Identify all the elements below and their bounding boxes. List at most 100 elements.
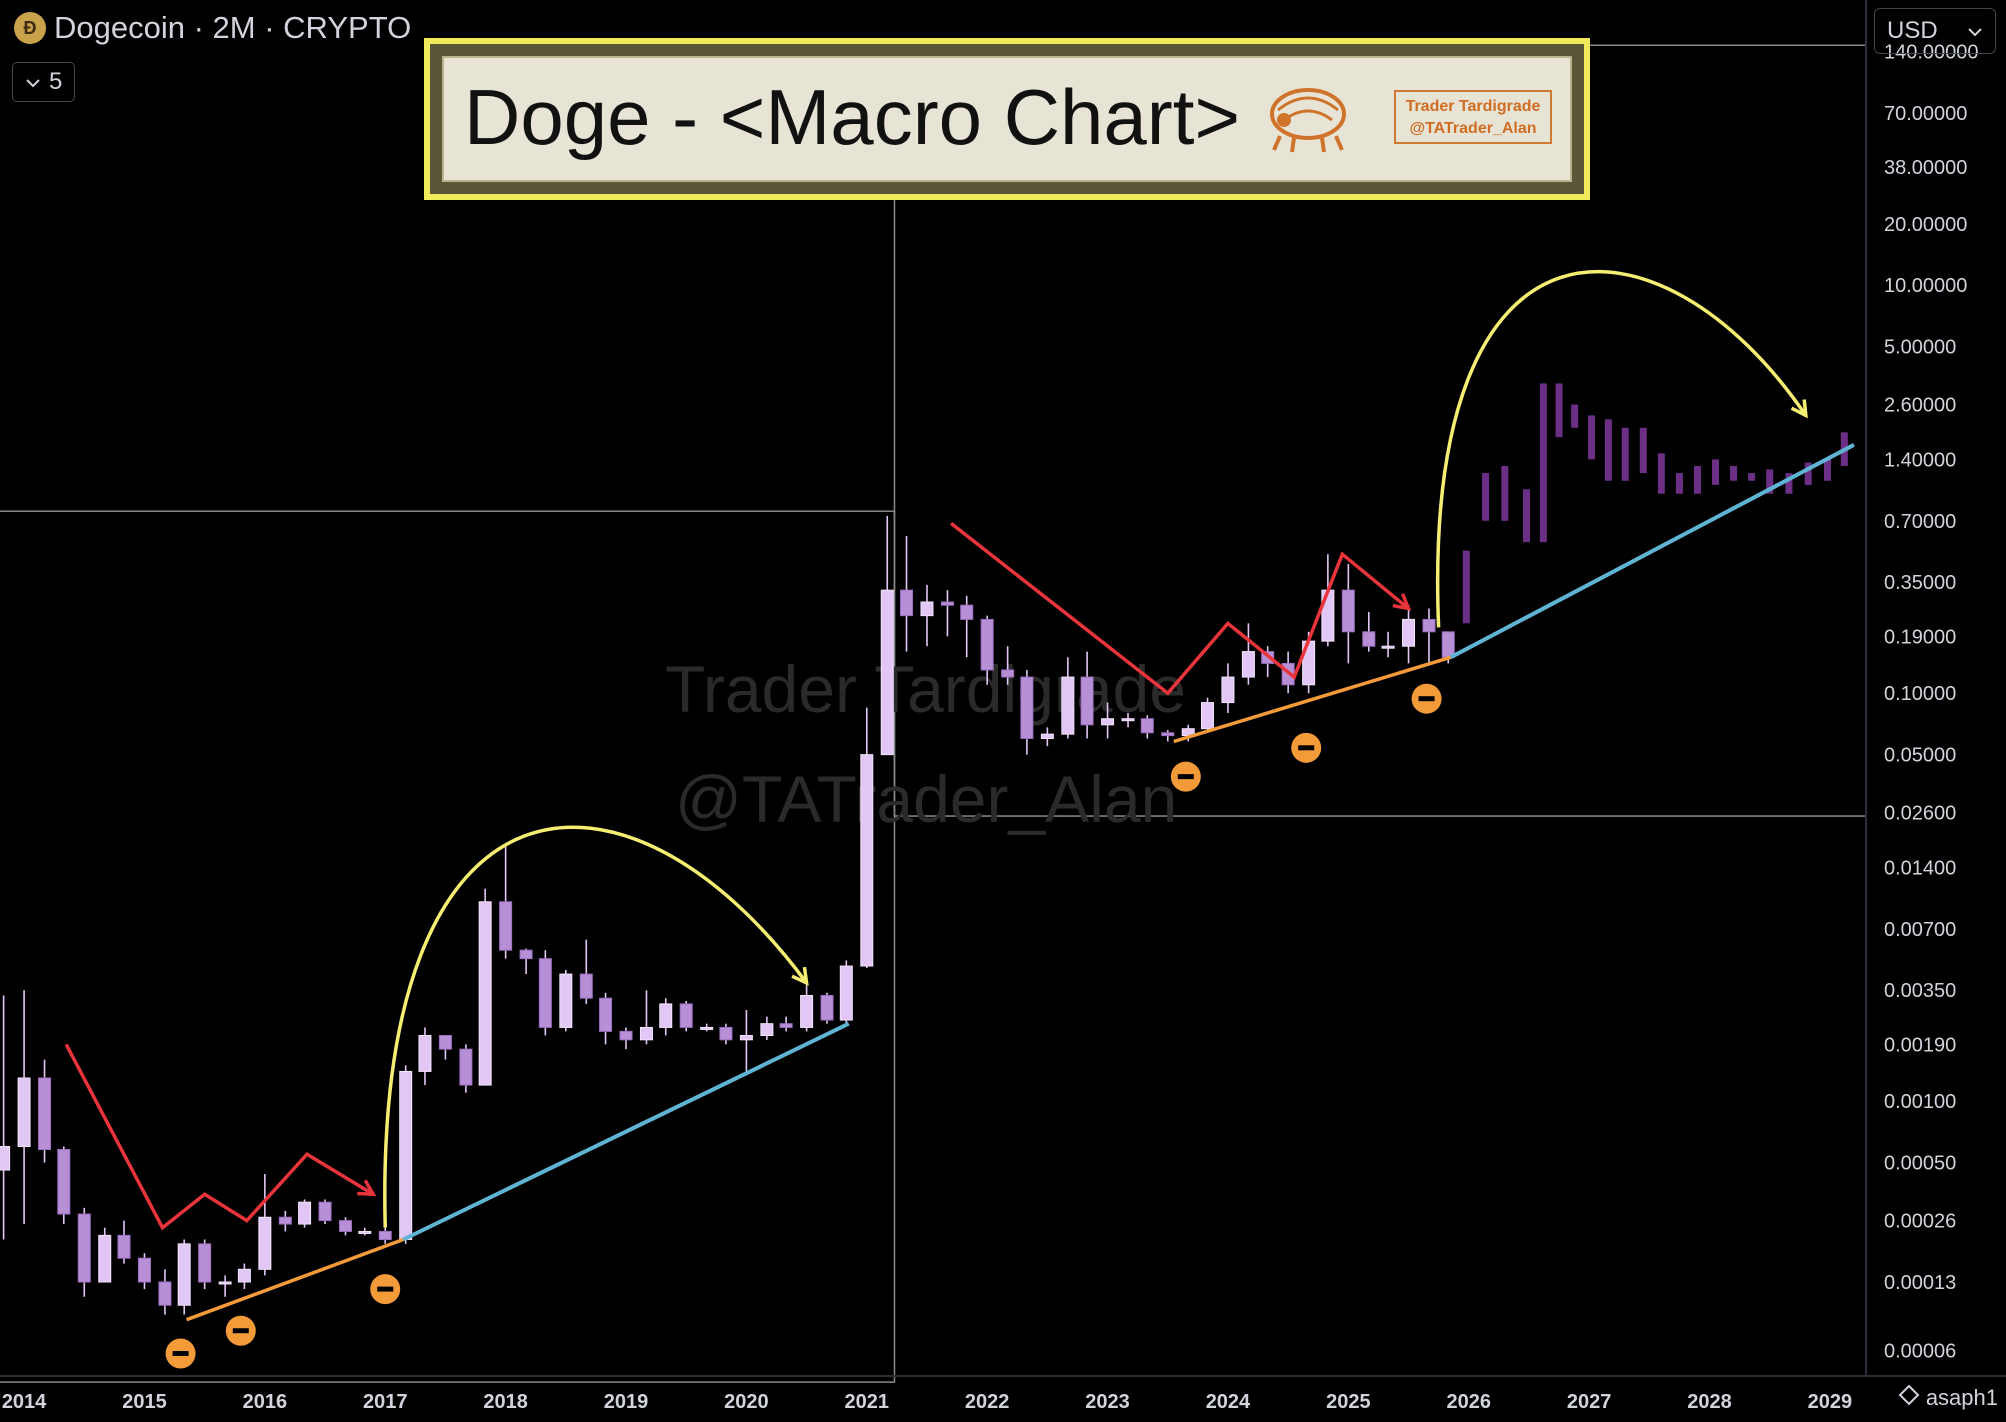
projection-bar: [1555, 383, 1563, 438]
marker-bar: [1418, 696, 1435, 702]
candle-body: [700, 1026, 714, 1030]
candle: [599, 992, 613, 1045]
badge-line1: Trader Tardigrade: [1405, 98, 1541, 115]
projection-bar: [1730, 465, 1738, 481]
indicators-toggle-button[interactable]: 5: [12, 62, 76, 102]
candle: [499, 845, 513, 959]
candle: [358, 1227, 372, 1236]
y-tick-label: 2.60000: [1884, 395, 1956, 417]
candle-body: [1341, 589, 1355, 633]
x-tick-label: 2027: [1567, 1391, 1612, 1413]
symbol-header[interactable]: Ð Dogecoin · 2M · CRYPTO: [14, 10, 411, 46]
currency-select[interactable]: USD: [1874, 8, 1996, 54]
trend-line-2: [1449, 443, 1855, 660]
y-tick-label: 0.02600: [1884, 803, 1956, 825]
y-tick-label: 0.35000: [1884, 572, 1956, 594]
arc-annotations: [383, 269, 1808, 1228]
candle-body: [779, 1023, 793, 1028]
candle-body: [38, 1077, 52, 1151]
candle-body: [1020, 676, 1034, 739]
currency-label: USD: [1887, 17, 1938, 44]
candle-body: [98, 1234, 112, 1283]
candle: [418, 1027, 432, 1086]
y-tick-label: 0.10000: [1884, 683, 1956, 705]
candle: [900, 535, 914, 652]
x-tick-label: 2024: [1206, 1391, 1251, 1413]
share-icon: [1898, 1384, 1920, 1412]
minus-marker-icon: [1411, 683, 1442, 714]
cycle-arc-1: [383, 825, 809, 1228]
candles: [0, 515, 1455, 1315]
candle: [158, 1269, 172, 1315]
candle: [760, 1016, 774, 1040]
projection-bar: [1571, 404, 1579, 428]
projection-bars: [1462, 383, 1848, 624]
candle-body: [459, 1048, 473, 1086]
candle-body: [1001, 669, 1015, 678]
x-tick-label: 2020: [724, 1391, 769, 1413]
candle: [57, 1146, 71, 1225]
banner-title: Doge - <Macro Chart>: [464, 73, 1241, 161]
candle: [17, 990, 31, 1225]
projection-bar: [1657, 453, 1665, 494]
candle: [98, 1227, 112, 1283]
candle: [318, 1199, 332, 1225]
candle-body: [538, 958, 552, 1028]
candle: [137, 1253, 151, 1290]
candle-body: [57, 1149, 71, 1215]
candle: [960, 595, 974, 658]
candle: [579, 939, 593, 1004]
marker-bar: [1177, 774, 1194, 780]
candle: [1020, 669, 1034, 755]
y-tick-label: 10.00000: [1884, 275, 1967, 297]
x-tick-label: 2022: [965, 1391, 1010, 1413]
candle: [1402, 605, 1416, 664]
candle: [639, 990, 653, 1045]
candle: [278, 1210, 292, 1232]
candle-body: [318, 1201, 332, 1222]
x-tick-label: 2018: [483, 1391, 528, 1413]
candle: [298, 1199, 312, 1228]
downtrend-line-1: [64, 1043, 375, 1231]
candle: [1040, 727, 1054, 747]
annotation-lines: [64, 399, 1855, 1322]
candle-body: [1381, 645, 1395, 649]
x-tick-label: 2028: [1687, 1391, 1732, 1413]
candle-body: [820, 994, 834, 1021]
candle-body: [1080, 676, 1094, 726]
candle: [839, 960, 853, 1024]
projection-bar: [1604, 419, 1612, 481]
y-tick-label: 0.00013: [1884, 1272, 1956, 1294]
candle-body: [719, 1026, 733, 1041]
candle: [198, 1239, 212, 1290]
x-tick-label: 2021: [845, 1391, 890, 1413]
candle-body: [1441, 631, 1455, 658]
minus-marker-icon: [165, 1338, 196, 1369]
title-banner: Doge - <Macro Chart> Trader Tardigrade @…: [424, 38, 1590, 200]
candle-body: [839, 965, 853, 1021]
y-tick-label: 5.00000: [1884, 337, 1956, 359]
candle: [1061, 657, 1075, 739]
support-line-1: [185, 1237, 404, 1322]
candle-body: [599, 997, 613, 1032]
candle-body: [860, 754, 874, 967]
x-tick-label: 2019: [604, 1391, 649, 1413]
projection-bar: [1462, 550, 1470, 624]
candle-body: [1061, 676, 1075, 735]
candle-body: [800, 994, 814, 1028]
support-line-2: [1173, 655, 1452, 744]
projection-bar: [1748, 473, 1756, 481]
user-info[interactable]: asaph1: [1898, 1384, 1998, 1412]
candle: [559, 969, 573, 1032]
candle: [1140, 715, 1154, 739]
candle: [820, 992, 834, 1024]
downtrend-arrow-2: [1392, 593, 1412, 611]
x-tick-label: 2016: [243, 1391, 288, 1413]
candle: [1362, 612, 1376, 652]
projection-bar: [1482, 473, 1490, 521]
projection-bar: [1501, 465, 1509, 521]
y-tick-label: 0.00006: [1884, 1341, 1956, 1363]
marker-bar: [377, 1286, 394, 1292]
